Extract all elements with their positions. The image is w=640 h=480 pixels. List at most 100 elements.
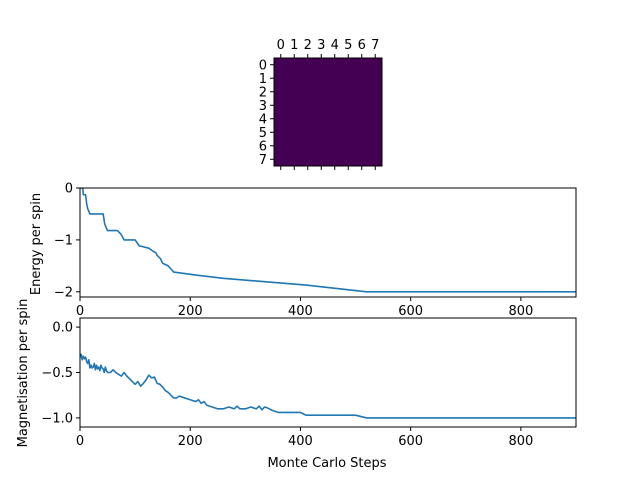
heatmap-cell [328,98,342,113]
energy-axes-frame [79,187,577,298]
heatmap-cell [287,112,302,126]
heatmap-y-tick-label: 5 [259,126,267,141]
energy-series-line [80,188,576,293]
heatmap-cell [341,85,356,99]
heatmap-cell [355,58,369,72]
heatmap-cell [368,58,383,72]
energy-x-tick-label: 200 [178,304,203,319]
heatmap-cell [355,152,369,167]
heatmap-cell [328,71,342,86]
heatmap-cell [341,71,356,86]
heatmap-cell [287,58,302,72]
heatmap-y-tick-label: 2 [259,85,267,100]
heatmap-cell [341,112,356,126]
magnetisation-ylabel: Magnetisation per spin [16,299,31,448]
heatmap-cell [314,98,329,113]
heatmap-cell [355,112,369,126]
heatmap-cell [355,98,369,113]
heatmap-cell [301,98,315,113]
heatmap-cell [301,152,315,167]
heatmap-cell [355,85,369,99]
heatmap-x-tick-label: 7 [371,38,379,53]
magnetisation-x-tick-label: 200 [178,434,203,449]
energy-x-tick-label: 0 [76,304,84,319]
heatmap-cell [355,71,369,86]
magnetisation-y-tick-label: −1.0 [41,411,73,426]
heatmap-cell [314,58,329,72]
heatmap-cell [368,139,383,153]
heatmap-y-tick-label: 1 [259,72,267,87]
heatmap-cell [287,125,302,140]
heatmap-cell [314,112,329,126]
heatmap-x-tick-label: 3 [317,38,325,53]
energy-y-tick-label: 0 [65,182,73,197]
heatmap-cell [328,125,342,140]
heatmap-x-tick-label: 1 [290,38,298,53]
magnetisation-series-line [80,353,576,419]
heatmap-cell [287,98,302,113]
heatmap-cell [274,85,288,99]
heatmap-x-tick-label: 0 [277,38,285,53]
energy-y-tick-label: −1 [54,233,73,248]
heatmap-cell [341,125,356,140]
heatmap-y-tick-label: 7 [259,153,267,168]
heatmap-cell [328,85,342,99]
heatmap-cell [368,71,383,86]
heatmap-cell [368,112,383,126]
energy-x-tick-label: 800 [508,304,533,319]
heatmap-cell [341,58,356,72]
heatmap-cell [368,98,383,113]
heatmap-cell [355,139,369,153]
magnetisation-x-tick-label: 600 [398,434,423,449]
heatmap-cell [274,139,288,153]
heatmap-y-tick-label: 4 [259,112,267,127]
heatmap-cell [274,152,288,167]
heatmap-cell [314,125,329,140]
heatmap-x-tick-label: 6 [358,38,366,53]
heatmap-cell [368,85,383,99]
heatmap-cell [287,85,302,99]
magnetisation-y-tick-label: −0.5 [41,366,73,381]
energy-y-tick-label: −2 [54,285,73,300]
heatmap-cell [274,71,288,86]
heatmap-x-tick-label: 5 [344,38,352,53]
heatmap-cell [301,85,315,99]
energy-ylabel: Energy per spin [29,193,44,295]
heatmap-cell [314,139,329,153]
magnetisation-plot: Magnetisation per spin Monte Carlo Steps… [16,299,577,471]
heatmap-cell [328,58,342,72]
heatmap-cell [355,125,369,140]
heatmap-cell [274,112,288,126]
heatmap-y-tick-label: 0 [259,58,267,73]
heatmap-cell [301,71,315,86]
heatmap-cell [287,139,302,153]
energy-plot: Energy per spin 0 200 400 600 800 0 −1 −2 [29,182,577,319]
heatmap-cell [301,139,315,153]
energy-x-tick-label: 400 [288,304,313,319]
heatmap-cell [287,71,302,86]
heatmap-cell [274,125,288,140]
heatmap-cell [341,98,356,113]
heatmap-cell [274,98,288,113]
magnetisation-x-tick-label: 800 [508,434,533,449]
heatmap-cell [328,152,342,167]
magnetisation-x-tick-label: 400 [288,434,313,449]
heatmap-cell [301,112,315,126]
heatmap-y-tick-label: 3 [259,99,267,114]
heatmap-cell [368,152,383,167]
heatmap-cell [314,152,329,167]
energy-x-tick-label: 600 [398,304,423,319]
heatmap-x-tick-label: 4 [331,38,339,53]
heatmap-x-tick-label: 2 [304,38,312,53]
magnetisation-xlabel: Monte Carlo Steps [267,456,386,471]
heatmap-cell [314,71,329,86]
heatmap-cell [341,139,356,153]
magnetisation-x-tick-label: 0 [76,434,84,449]
heatmap-cell [301,125,315,140]
heatmap-cell [341,152,356,167]
heatmap-cell [314,85,329,99]
heatmap-cell [328,139,342,153]
heatmap-frame [273,57,383,167]
